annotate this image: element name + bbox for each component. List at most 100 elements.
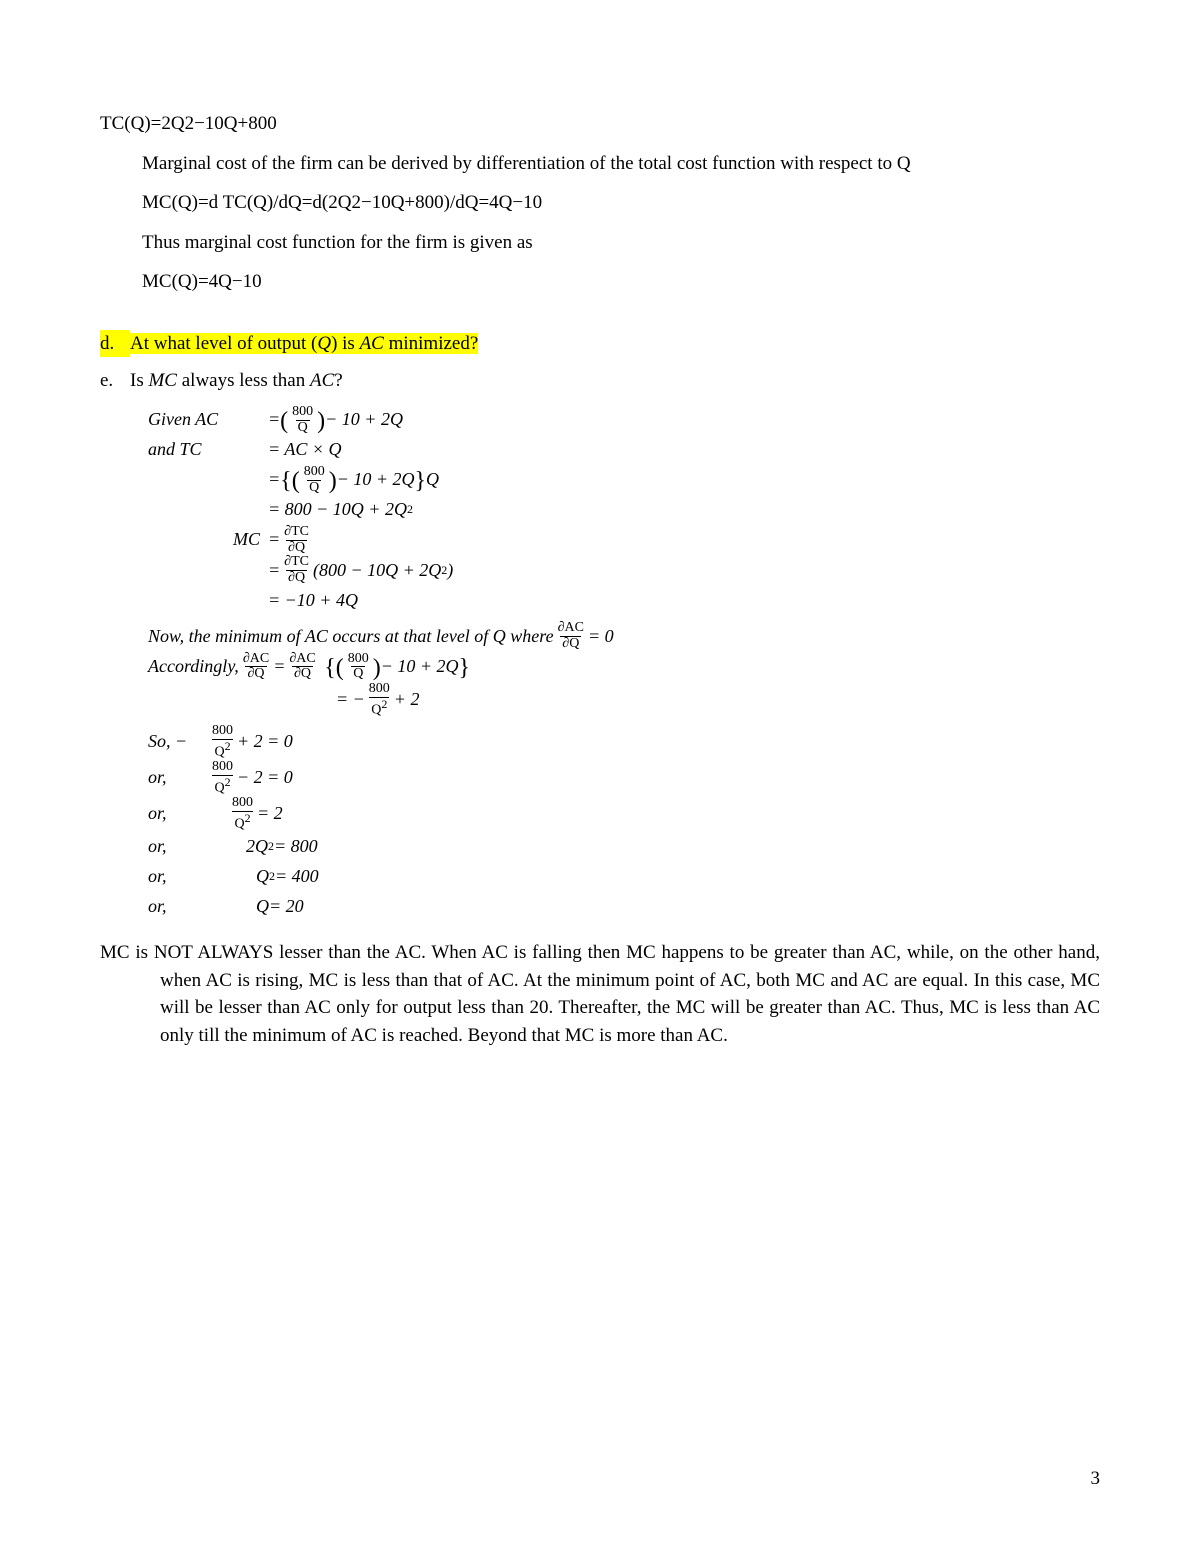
m8-b: = 0 — [588, 622, 614, 652]
qe-pre: Is — [130, 370, 148, 391]
m6-frac: ∂TC ∂Q — [282, 555, 311, 585]
s1-frac: 800 Q2 — [210, 724, 235, 760]
math-line-3: = { ( 800 Q ) − 10 + 2Q } Q — [148, 465, 1100, 495]
m9-in-den: Q — [351, 666, 365, 682]
math-line-10: = − 800 Q2 + 2 — [148, 682, 1100, 718]
s1-lbl: So, − — [148, 727, 208, 757]
s3-den-sup: 2 — [245, 811, 251, 825]
m5-eq: = — [268, 525, 280, 555]
qe-mid: always less than — [177, 370, 310, 391]
qd-ac: AC — [360, 333, 384, 354]
m10-eq: = − — [336, 685, 365, 715]
s2-den: Q2 — [212, 775, 232, 796]
m10-den-q: Q — [371, 702, 381, 717]
s6-lbl: or, — [148, 892, 208, 922]
rparen: ) — [317, 409, 325, 433]
question-e-text: Is MC always less than AC? — [130, 367, 1100, 395]
solve-3: or, 800 Q2 = 2 — [148, 796, 1100, 832]
mc-result-eq: MC(Q)=4Q−10 — [100, 268, 1100, 296]
qd-mid: ) is — [331, 333, 360, 354]
math-line-5: MC = ∂TC ∂Q — [148, 525, 1100, 555]
m1-frac: 800 Q — [290, 405, 315, 435]
solve-2: or, 800 Q2 − 2 = 0 — [148, 760, 1100, 796]
m1-den: Q — [296, 420, 310, 436]
m8-a: Now, the minimum of AC occurs at that le… — [148, 622, 554, 652]
m1-num: 800 — [290, 405, 315, 420]
m2-label: and TC — [148, 435, 268, 465]
s3-frac: 800 Q2 — [230, 796, 255, 832]
solve-4: or, 2Q2 = 800 — [148, 832, 1100, 862]
m3-eq: = — [268, 465, 280, 495]
s5-lbl: or, — [148, 862, 208, 892]
math-line-7: = −10 + 4Q — [148, 586, 1100, 616]
solve-5: or, Q2 = 400 — [148, 862, 1100, 892]
lbrace: { — [280, 469, 292, 493]
m4-sup: 2 — [407, 500, 413, 520]
rparen2: ) — [329, 469, 337, 493]
lbrace2: { — [324, 656, 336, 680]
qe-post: ? — [334, 370, 342, 391]
s1-tail: + 2 = 0 — [237, 727, 293, 757]
document-page: TC(Q)=2Q2−10Q+800 Marginal cost of the f… — [0, 0, 1200, 1553]
s3-num: 800 — [230, 796, 255, 811]
m8-frac: ∂AC ∂Q — [556, 621, 586, 651]
m9-eq: = — [273, 652, 285, 682]
s3-lbl: or, — [148, 799, 208, 829]
m4-body: = 800 − 10Q + 2Q — [268, 495, 407, 525]
s6-body: Q — [256, 892, 269, 922]
m5-frac: ∂TC ∂Q — [282, 525, 311, 555]
s4-body: 2Q — [246, 832, 268, 862]
m3-num: 800 — [302, 465, 327, 480]
qd-post: minimized? — [384, 333, 478, 354]
question-d-text: At what level of output (Q) is AC minimi… — [130, 330, 1100, 358]
m10-num: 800 — [367, 682, 392, 697]
m8-num: ∂AC — [556, 621, 586, 636]
qd-q: Q — [317, 333, 331, 354]
m9-in-frac: 800 Q — [346, 652, 371, 682]
m6-num: ∂TC — [282, 555, 311, 570]
m3-tail: Q — [426, 465, 439, 495]
s2-frac: 800 Q2 — [210, 760, 235, 796]
solve-1: So, − 800 Q2 + 2 = 0 — [148, 724, 1100, 760]
m9-f2-den: ∂Q — [292, 666, 313, 682]
math-line-9: Accordingly, ∂AC ∂Q = ∂AC ∂Q { ( 800 Q )… — [148, 652, 1100, 682]
m5-den: ∂Q — [286, 540, 307, 556]
m9-f2: ∂AC ∂Q — [287, 652, 317, 682]
m10-den-sup: 2 — [381, 697, 387, 711]
m10-den: Q2 — [369, 697, 389, 718]
s6-tail: = 20 — [269, 892, 304, 922]
question-e: e. Is MC always less than AC? — [100, 367, 1100, 395]
m1-eq: = — [268, 405, 280, 435]
s2-den-q: Q — [214, 781, 224, 796]
m1-label: Given AC — [148, 405, 268, 435]
m8-den: ∂Q — [560, 636, 581, 652]
derivation-block: Given AC = ( 800 Q ) − 10 + 2Q and TC = … — [148, 405, 1100, 922]
m6-paren-end: ) — [447, 556, 453, 586]
s2-num: 800 — [210, 760, 235, 775]
s5-body: Q — [256, 862, 269, 892]
qe-mc: MC — [148, 370, 177, 391]
m9-rest: − 10 + 2Q — [381, 652, 459, 682]
m6-paren: (800 − 10Q + 2Q — [313, 556, 441, 586]
s2-den-sup: 2 — [225, 775, 231, 789]
m9-f1-num: ∂AC — [241, 652, 271, 667]
mc-derivation-intro: Marginal cost of the firm can be derived… — [100, 150, 1100, 178]
m9-in-num: 800 — [346, 652, 371, 667]
qe-ac: AC — [310, 370, 334, 391]
mc-derivation-eq: MC(Q)=d TC(Q)/dQ=d(2Q2−10Q+800)/dQ=4Q−10 — [100, 189, 1100, 217]
m9-a: Accordingly, — [148, 652, 239, 682]
lparen3: ( — [336, 656, 344, 680]
m3-den: Q — [307, 480, 321, 496]
s4-tail: = 800 — [274, 832, 318, 862]
s5-tail: = 400 — [275, 862, 319, 892]
s3-den: Q2 — [232, 811, 252, 832]
rbrace2: } — [459, 656, 471, 680]
m9-f2-num: ∂AC — [287, 652, 317, 667]
m6-den: ∂Q — [286, 570, 307, 586]
m2-eq: = AC × Q — [268, 435, 341, 465]
m5-num: ∂TC — [282, 525, 311, 540]
s3-tail: = 2 — [257, 799, 283, 829]
answer-paragraph: MC is NOT ALWAYS lesser than the AC. Whe… — [100, 939, 1100, 1049]
mc-result-intro: Thus marginal cost function for the firm… — [100, 229, 1100, 257]
s2-lbl: or, — [148, 763, 208, 793]
